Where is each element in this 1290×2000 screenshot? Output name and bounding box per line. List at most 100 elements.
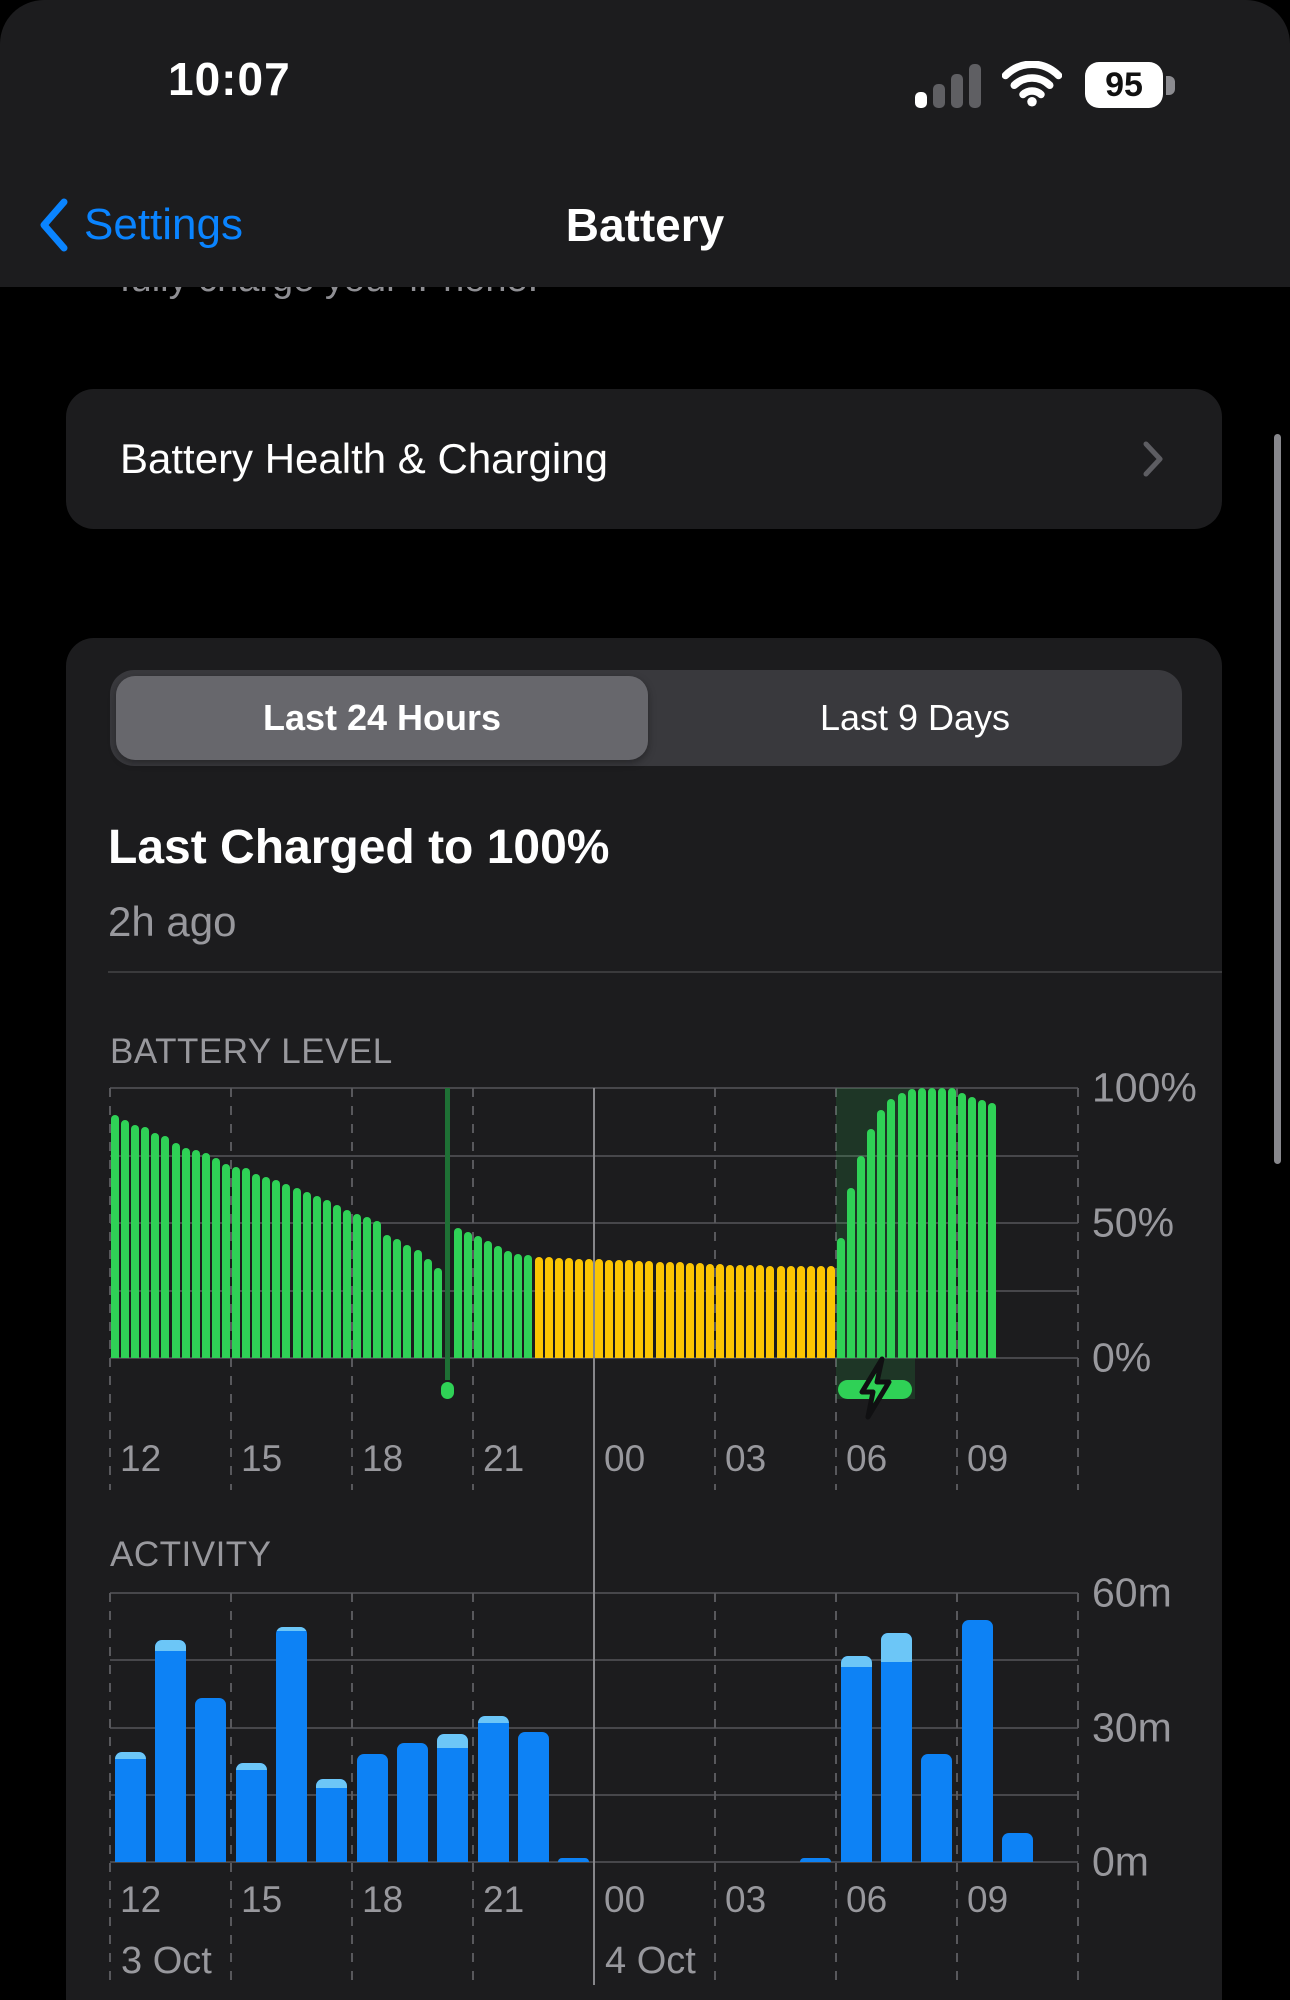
gridline-vertical-dashed [230, 1593, 232, 1985]
y-axis-label: 30m [1092, 1704, 1172, 1750]
battery-bar-green [463, 1232, 472, 1358]
battery-bar-green [857, 1155, 866, 1358]
battery-bar-green [403, 1244, 412, 1358]
battery-bar-green [453, 1228, 462, 1358]
battery-bar-green [221, 1163, 230, 1358]
battery-bar-green [322, 1200, 331, 1358]
back-button[interactable]: Settings [84, 200, 243, 249]
y-axis-label: 50% [1092, 1199, 1175, 1246]
date-label: 4 Oct [605, 1940, 696, 1982]
segment-last-24-hours[interactable]: Last 24 Hours [262, 697, 502, 738]
battery-bar-yellow [756, 1265, 765, 1358]
gridline-vertical-dashed [351, 1088, 353, 1490]
gridline-vertical-dashed [835, 1593, 837, 1985]
activity-bar [437, 1734, 469, 1862]
x-axis-hour-label: 03 [725, 1879, 767, 1920]
battery-bar-green [121, 1120, 130, 1358]
activity-bar [1001, 1832, 1033, 1862]
wifi-icon [1002, 61, 1062, 107]
battery-bar-yellow [716, 1264, 725, 1358]
x-axis-hour-label: 00 [604, 1879, 646, 1920]
battery-bar-green [131, 1124, 140, 1358]
activity-bar [558, 1857, 590, 1862]
battery-bar-green [181, 1148, 190, 1358]
battery-bar-yellow [736, 1264, 745, 1358]
battery-bar-green [837, 1237, 846, 1358]
gridline-vertical-dashed [956, 1088, 958, 1490]
brief-charge-indicator [440, 1382, 454, 1399]
battery-bar-yellow [534, 1256, 543, 1358]
activity-bar [235, 1763, 267, 1862]
battery-bar-green [978, 1099, 987, 1358]
gridline-vertical-dashed [472, 1088, 474, 1490]
battery-bar-green [151, 1132, 160, 1358]
battery-bar-green [363, 1217, 372, 1358]
gridline-vertical-dashed [835, 1088, 837, 1490]
battery-bar-green [232, 1166, 241, 1358]
activity-bar [880, 1633, 912, 1862]
gridline-vertical-dashed [1077, 1593, 1079, 1985]
activity-bar [275, 1626, 307, 1862]
charging-bolt-icon [859, 1356, 892, 1420]
battery-bar-yellow [615, 1259, 624, 1358]
x-axis-hour-label: 21 [483, 1879, 525, 1920]
battery-bar-green [312, 1196, 321, 1358]
battery-bar-green [927, 1088, 936, 1358]
midnight-boundary-line [593, 1088, 595, 1985]
y-axis-label: 60m [1092, 1569, 1172, 1616]
x-axis-hour-label: 15 [241, 1438, 283, 1479]
x-axis-hour-label: 12 [120, 1879, 162, 1920]
battery-bar-yellow [796, 1266, 805, 1358]
activity-bar-light-cap [275, 1626, 307, 1632]
battery-bar-green [353, 1213, 362, 1358]
battery-bar-yellow [726, 1264, 735, 1358]
activity-bar [195, 1698, 227, 1862]
battery-bar-green [494, 1245, 503, 1358]
battery-bar-green [242, 1168, 251, 1358]
battery-status-percent: 95 [1105, 65, 1143, 104]
battery-bar-green [433, 1267, 442, 1358]
x-axis-hour-label: 12 [120, 1438, 162, 1479]
x-axis-hour-label: 03 [725, 1438, 767, 1479]
top-bar: 10:07 95 Settings Battery [0, 0, 1290, 287]
battery-bar-green [413, 1250, 422, 1358]
battery-level-header: BATTERY LEVEL [110, 1032, 393, 1071]
battery-bar-green [111, 1115, 120, 1358]
segment-last-9-days[interactable]: Last 9 Days [819, 697, 1011, 738]
battery-bar-green [937, 1088, 946, 1358]
battery-bar-green [393, 1239, 402, 1358]
activity-bar-light-cap [840, 1655, 872, 1667]
battery-icon-nub [1166, 76, 1175, 95]
x-axis-hour-label: 21 [483, 1438, 525, 1479]
x-axis-hour-label: 18 [362, 1879, 404, 1920]
battery-bar-green [988, 1102, 997, 1358]
y-axis-label: 0m [1092, 1838, 1149, 1885]
last-charged-title: Last Charged to 100% [108, 821, 610, 874]
separator [108, 971, 1222, 973]
battery-bar-yellow [544, 1257, 553, 1358]
battery-bar-yellow [564, 1258, 573, 1358]
gridline-vertical-dashed [351, 1593, 353, 1985]
battery-bar-yellow [685, 1262, 694, 1358]
battery-bar-green [141, 1126, 150, 1358]
battery-bar-yellow [605, 1259, 614, 1358]
battery-bar-yellow [655, 1261, 664, 1358]
gridline-vertical-dashed [714, 1593, 716, 1985]
battery-bar-green [958, 1093, 967, 1358]
activity-header: ACTIVITY [110, 1535, 272, 1574]
battery-bar-green [302, 1191, 311, 1358]
last-charged-subtitle: 2h ago [108, 898, 237, 945]
activity-bar-light-cap [114, 1752, 146, 1759]
gridline-vertical-dashed [472, 1593, 474, 1985]
battery-bar-green [191, 1150, 200, 1358]
battery-health-row[interactable]: Battery Health & Charging [66, 389, 1222, 529]
battery-bar-green [504, 1250, 513, 1358]
gridline-vertical-dashed [230, 1088, 232, 1490]
battery-bar-green [947, 1088, 956, 1358]
chevron-right-icon [1143, 441, 1163, 477]
gridline-vertical-dashed [1077, 1088, 1079, 1490]
battery-bar-green [161, 1136, 170, 1358]
gridline-vertical-dashed [956, 1593, 958, 1985]
scrollbar-thumb[interactable] [1274, 434, 1281, 1164]
